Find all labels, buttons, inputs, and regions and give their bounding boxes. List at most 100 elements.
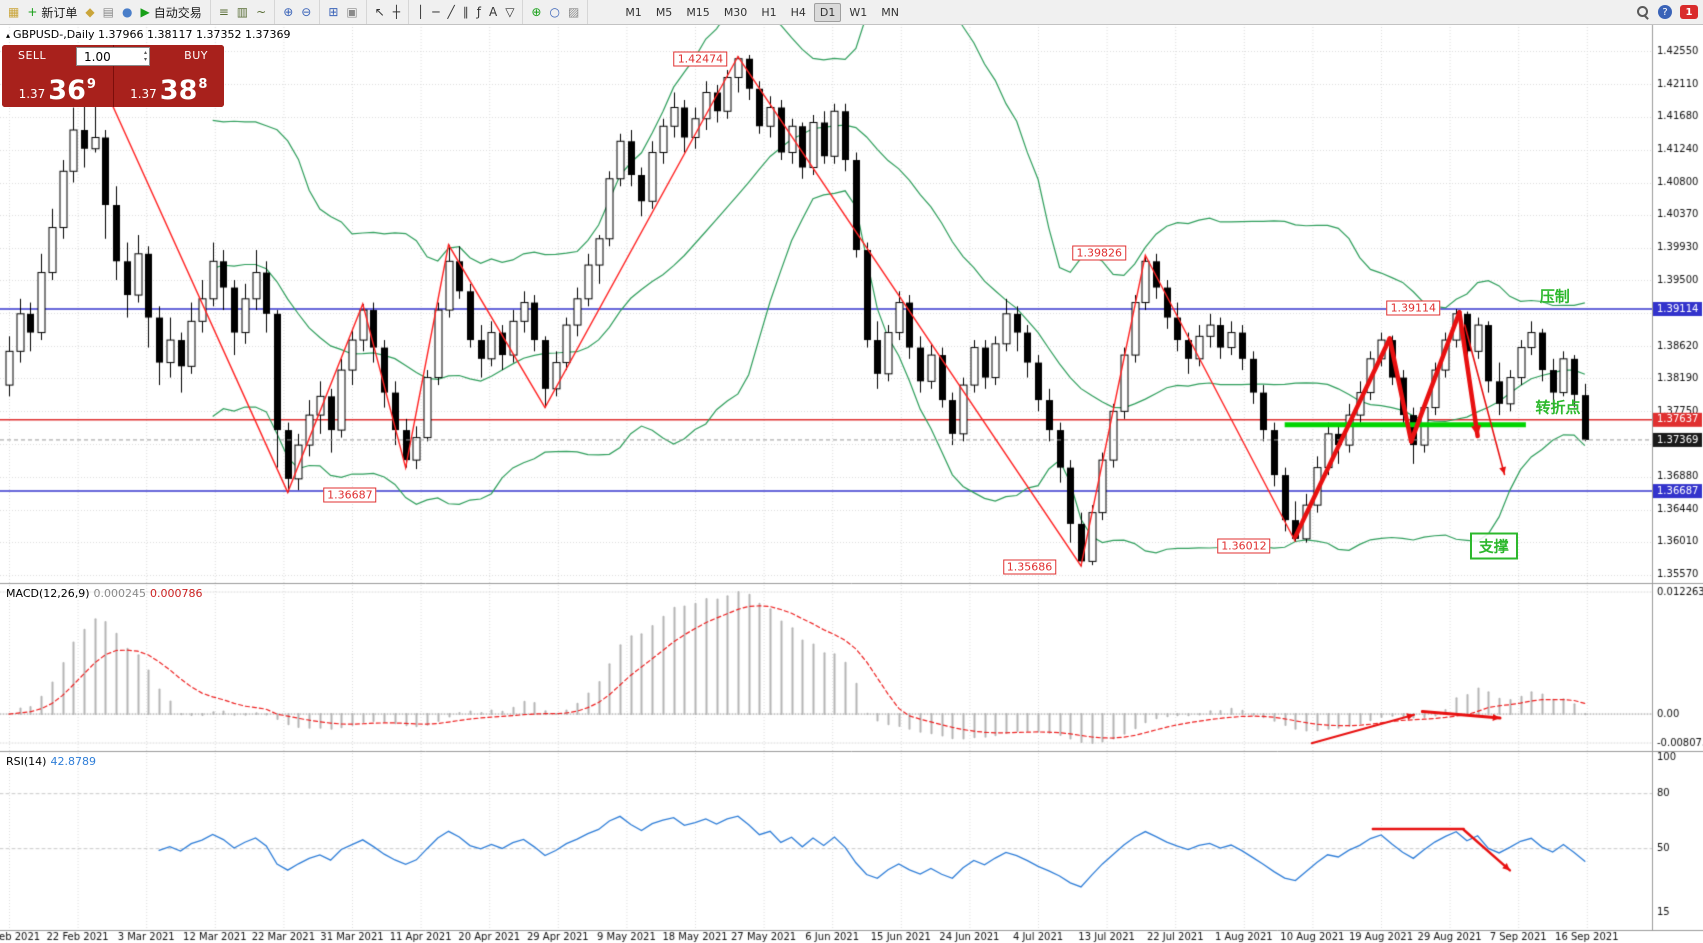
candlestick-chart-icon: ▥ (236, 5, 249, 19)
templates-icon: ▨ (567, 5, 580, 19)
autotrading-icon-label: 自动交易 (153, 5, 202, 20)
timeframe-mn[interactable]: MN (881, 5, 899, 19)
cursor-icon: ↖ (374, 5, 385, 19)
toolbar-group: ⊕ ⊖ (275, 0, 321, 24)
channel-icon: ∥ (462, 5, 469, 19)
timeframe-d1[interactable]: D1 (813, 2, 842, 22)
toolbar: ▦ + 新订单 ◆ ▤ ● ▶ 自动交易 ≡ ▥ ~ ⊕ ⊖ ⊞ ▣ ↖ ┼ │ ─ ╱ ∥ ƒ A ▽ ⊕ ○ ▨ M1 M5 M15 M… (0, 0, 1703, 25)
arrows-tool-icon[interactable]: ▽ (502, 5, 517, 19)
search-icon[interactable] (1636, 5, 1650, 19)
trendline-icon[interactable]: ╱ (445, 5, 458, 19)
bar-chart-icon: ≡ (218, 5, 229, 19)
sell-price-pip: 9 (86, 77, 96, 92)
autotrading-icon[interactable]: ▶ 自动交易 (137, 3, 204, 22)
fibonacci-icon[interactable]: ƒ (474, 5, 484, 19)
timeframe-m1[interactable]: M1 (625, 5, 642, 19)
tile-windows-icon: ⊞ (328, 5, 339, 19)
rsi-value: 42.8789 (50, 755, 96, 768)
toolbar-group: ⊞ ▣ (320, 0, 367, 24)
crosshair-icon: ┼ (392, 5, 401, 19)
timeframe-m5[interactable]: M5 (655, 5, 673, 19)
symbol-ohlc-label: GBPUSD-,Daily 1.37966 1.38117 1.37352 1.… (13, 28, 291, 41)
macd-signal-value: 0.000786 (150, 587, 203, 600)
vertical-line-icon: │ (417, 5, 425, 19)
periods-icon: ○ (549, 5, 560, 19)
horizontal-line-icon[interactable]: ─ (429, 5, 442, 19)
new-order-icon[interactable]: + 新订单 (24, 3, 80, 22)
buy-price-prefix: 1.37 (130, 87, 157, 101)
zoom-out-icon[interactable]: ⊖ (298, 5, 314, 19)
rsi-indicator-label: RSI(14) 42.8789 (6, 755, 96, 768)
toolbar-group: ⊕ ○ ▨ (523, 0, 589, 24)
tile-windows-icon[interactable]: ⊞ (325, 5, 341, 19)
arrows-tool-icon: ▽ (505, 5, 515, 19)
macd-indicator-label: MACD(12,26,9) 0.000245 0.000786 (6, 587, 203, 600)
lot-stepper[interactable]: ▴ ▾ (143, 49, 147, 63)
toolbar-group: ▦ + 新订单 ◆ ▤ ● ▶ 自动交易 (0, 0, 211, 24)
crosshair-icon[interactable]: ┼ (390, 5, 403, 19)
one-click-trading-panel: SELL 1.37 36 9 BUY 1.37 38 8 1.00 ▴ ▾ (2, 45, 224, 107)
timeframe-h4[interactable]: H4 (790, 5, 806, 19)
macd-main-value: 0.000245 (93, 587, 147, 600)
lot-size-input[interactable]: 1.00 ▴ ▾ (76, 47, 150, 66)
navigator-icon: ● (122, 5, 133, 19)
zoom-out-icon: ⊖ (301, 5, 312, 19)
toolbar-group: ↖ ┼ (367, 0, 410, 24)
data-window-icon: ▤ (102, 5, 114, 19)
data-window-icon[interactable]: ▤ (100, 5, 117, 19)
sell-price-prefix: 1.37 (18, 87, 46, 101)
vertical-line-icon[interactable]: │ (414, 5, 427, 19)
auto-arrange-icon: ▣ (346, 5, 358, 19)
timeframe-m15[interactable]: M15 (686, 5, 710, 19)
line-chart-icon: ~ (256, 5, 267, 19)
chart-window-icon[interactable]: ▦ (5, 5, 22, 19)
buy-label: BUY (184, 49, 208, 62)
toolbar-left-groups: ▦ + 新订单 ◆ ▤ ● ▶ 自动交易 ≡ ▥ ~ ⊕ ⊖ ⊞ ▣ ↖ ┼ │ ─ ╱ ∥ ƒ A ▽ ⊕ ○ ▨ M1 M5 M15 M… (0, 0, 910, 24)
periods-icon[interactable]: ○ (546, 5, 562, 19)
timeframe-group: M1 M5 M15 M30 H1 H4 D1 W1 MN (614, 0, 910, 24)
timeframe-w1[interactable]: W1 (849, 5, 868, 19)
horizontal-line-icon: ─ (432, 5, 440, 19)
market-watch-icon[interactable]: ◆ (82, 5, 97, 19)
line-chart-icon[interactable]: ~ (253, 5, 269, 19)
toolbar-right-group: ? 1 (1636, 0, 1698, 24)
fibonacci-icon: ƒ (476, 5, 481, 19)
market-watch-icon: ◆ (85, 5, 95, 19)
new-order-icon: + (27, 5, 38, 19)
rsi-name: RSI(14) (6, 755, 47, 768)
help-icon[interactable]: ? (1658, 5, 1672, 19)
text-label-icon[interactable]: A (486, 5, 500, 19)
timeframe-m30[interactable]: M30 (723, 5, 748, 19)
trendline-icon: ╱ (447, 5, 455, 19)
new-order-icon-label: 新订单 (41, 5, 78, 20)
toolbar-group: │ ─ ╱ ∥ ƒ A ▽ (409, 0, 524, 24)
bar-chart-icon[interactable]: ≡ (216, 5, 232, 19)
macd-name: MACD(12,26,9) (6, 587, 90, 600)
sell-label: SELL (18, 49, 47, 62)
chart-title: ▴ GBPUSD-,Daily 1.37966 1.38117 1.37352 1… (6, 28, 290, 41)
lot-value: 1.00 (84, 49, 111, 64)
candlestick-chart-icon[interactable]: ▥ (234, 5, 251, 19)
channel-icon[interactable]: ∥ (460, 5, 472, 19)
buy-price: 1.37 38 8 (114, 77, 225, 104)
zoom-in-icon: ⊕ (283, 5, 294, 19)
notification-badge[interactable]: 1 (1680, 5, 1698, 19)
auto-arrange-icon[interactable]: ▣ (343, 5, 360, 19)
cursor-icon[interactable]: ↖ (372, 5, 388, 19)
buy-price-big: 38 (159, 75, 198, 106)
text-label-icon: A (488, 5, 498, 19)
indicators-icon: ⊕ (531, 5, 542, 19)
autotrading-icon: ▶ (140, 5, 150, 19)
sell-price-big: 36 (48, 75, 86, 106)
chart-window-icon: ▦ (8, 5, 20, 19)
navigator-icon[interactable]: ● (119, 5, 135, 19)
zoom-in-icon[interactable]: ⊕ (280, 5, 296, 19)
templates-icon[interactable]: ▨ (565, 5, 582, 19)
sell-price: 1.37 36 9 (2, 77, 113, 104)
timeframe-h1[interactable]: H1 (761, 5, 777, 19)
buy-price-pip: 8 (198, 77, 208, 92)
indicators-icon[interactable]: ⊕ (528, 5, 544, 19)
collapse-arrow-icon[interactable]: ▴ (6, 31, 11, 40)
